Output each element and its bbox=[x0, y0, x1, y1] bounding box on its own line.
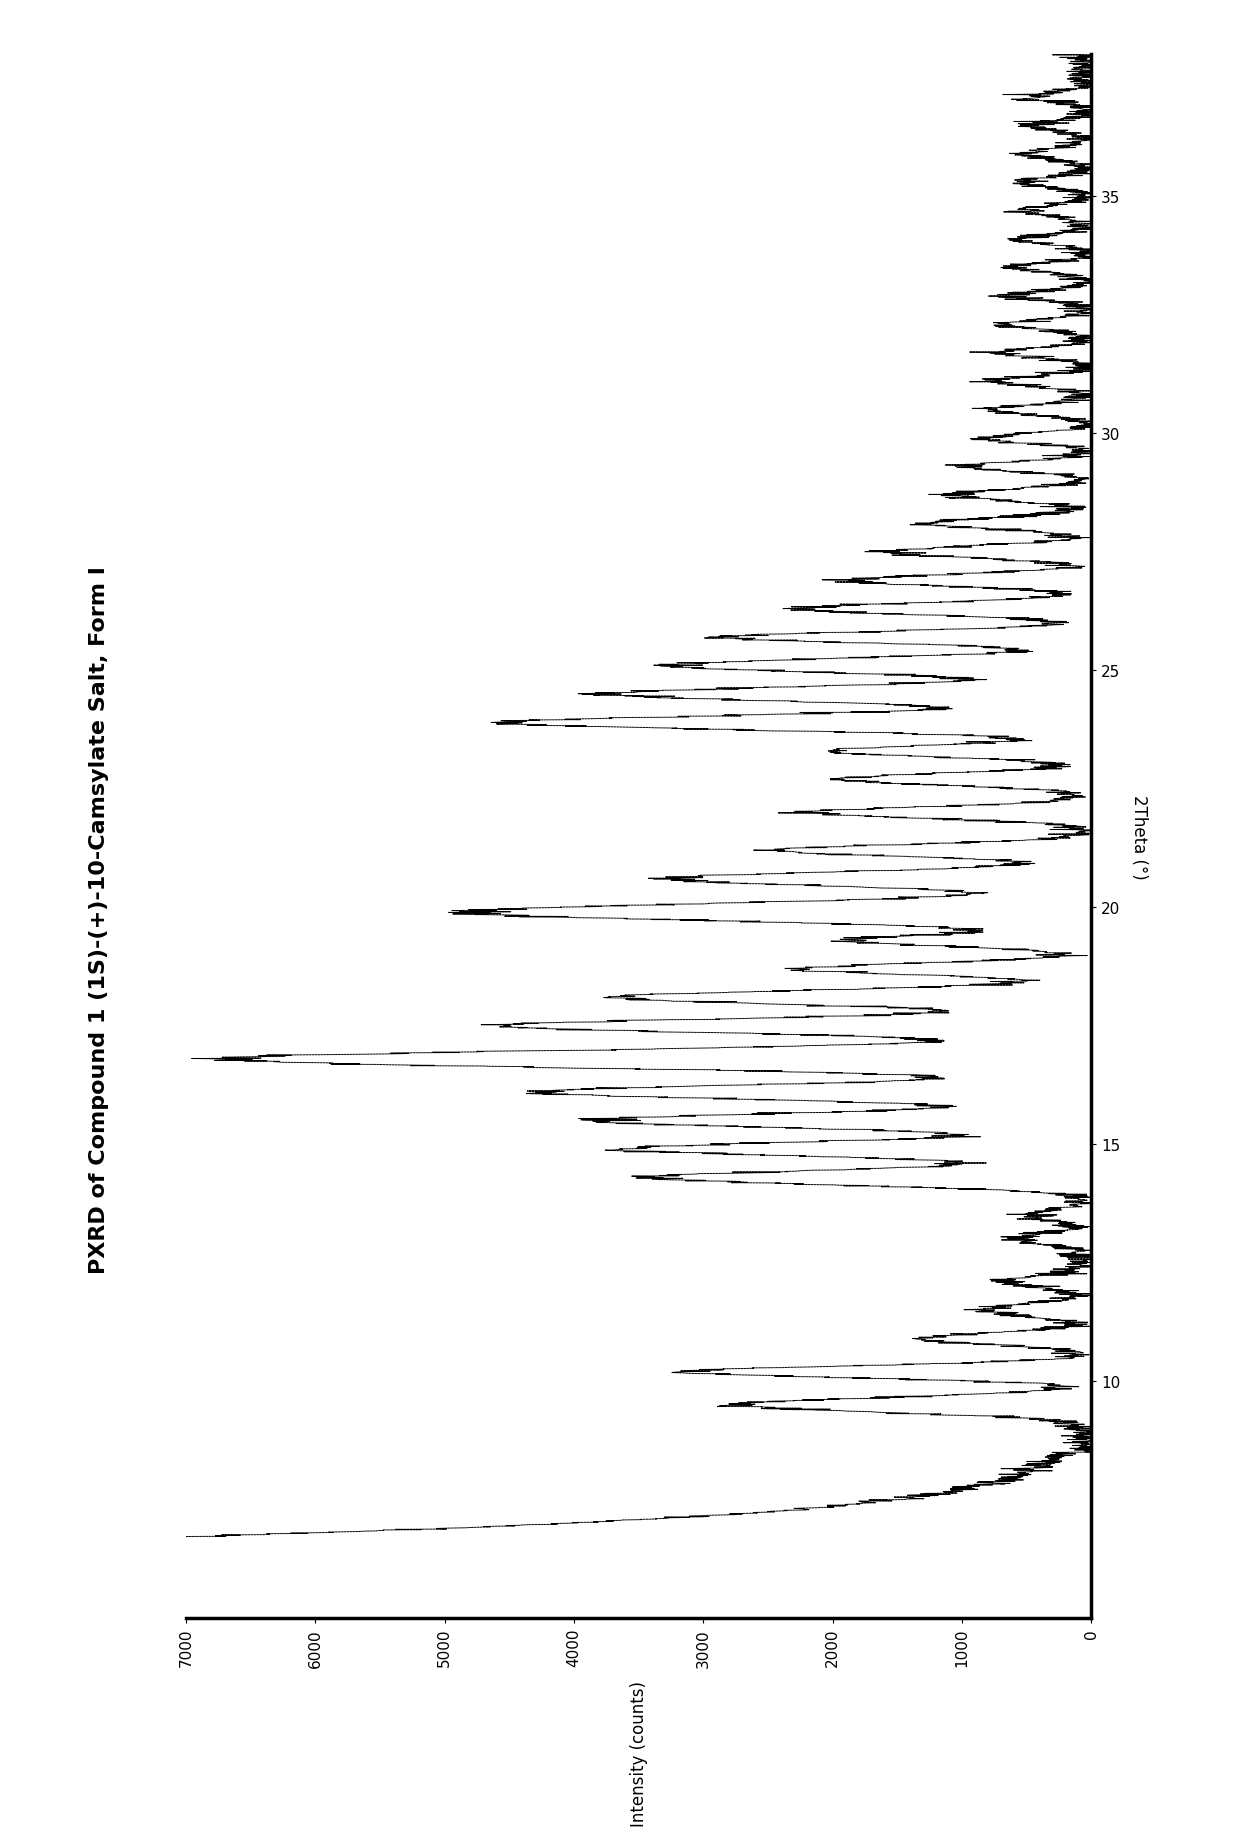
X-axis label: Intensity (counts): Intensity (counts) bbox=[630, 1681, 647, 1826]
Text: PXRD of Compound 1 (1S)-(+)-10-Camsylate Salt, Form I: PXRD of Compound 1 (1S)-(+)-10-Camsylate… bbox=[89, 566, 109, 1273]
Y-axis label: 2Theta (°): 2Theta (°) bbox=[1130, 794, 1148, 879]
